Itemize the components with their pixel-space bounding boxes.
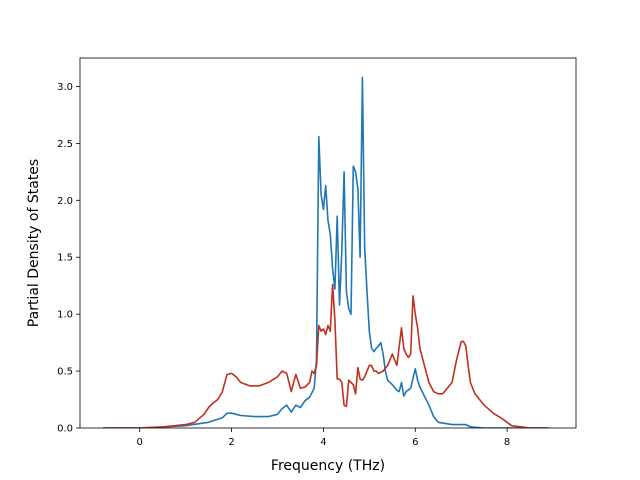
x-tick-label: 4	[320, 437, 326, 448]
y-tick-label: 3.0	[57, 82, 73, 93]
series-line-2	[103, 283, 549, 428]
x-axis-label: Frequency (THz)	[271, 458, 385, 474]
y-tick-label: 2.5	[57, 139, 73, 150]
y-tick-label: 0.0	[57, 424, 73, 435]
x-axis: 0 2 4 6 8	[137, 428, 510, 448]
series-layer	[103, 76, 549, 428]
series-line-1	[103, 76, 549, 428]
y-tick-label: 0.5	[57, 367, 73, 378]
y-axis-label: Partial Density of States	[26, 159, 42, 327]
x-tick-label: 0	[137, 437, 143, 448]
y-axis: 0.0 0.5 1.0 1.5 2.0 2.5 3.0	[57, 82, 80, 435]
x-tick-label: 8	[504, 437, 510, 448]
x-tick-label: 6	[412, 437, 418, 448]
y-tick-label: 2.0	[57, 196, 73, 207]
y-tick-label: 1.0	[57, 310, 73, 321]
plot-frame	[79, 57, 577, 429]
y-tick-label: 1.5	[57, 253, 73, 264]
x-tick-label: 2	[228, 437, 234, 448]
